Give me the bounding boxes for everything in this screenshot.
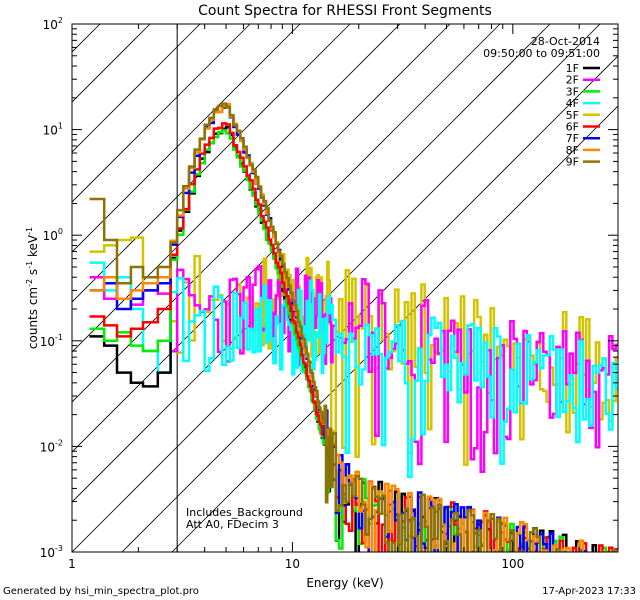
hatch-line	[171, 105, 618, 552]
axes: 1 10 100 10-3 10-2 10-1 100 101 102	[40, 16, 619, 571]
hatch-line	[72, 24, 101, 53]
series-line-7f	[89, 105, 588, 552]
legend-label-3f: 3F	[566, 85, 579, 98]
y-tick-label: 10-3	[40, 544, 63, 560]
y-tick-label: 10-1	[40, 333, 63, 349]
footer-generated-by: Generated by hsi_min_spectra_plot.pro	[3, 586, 199, 597]
hatch-line	[72, 24, 451, 403]
legend-label-1f: 1F	[566, 62, 579, 75]
series-line-2f	[89, 264, 618, 473]
x-tick-label: 10	[285, 557, 300, 571]
legend-label-8f: 8F	[566, 144, 579, 157]
hatch-line	[0, 24, 50, 552]
date-label: 28-Oct-2014	[531, 35, 600, 48]
hatch-line	[72, 24, 601, 552]
hatch-line	[72, 24, 251, 203]
x-axis-label: Energy (keV)	[306, 576, 383, 590]
hatch-line	[72, 24, 301, 253]
series-line-8f	[89, 102, 617, 552]
y-axis-label: counts cm-2 s-1 keV-1	[25, 227, 40, 349]
hatch-line	[121, 55, 618, 552]
legend-label-2f: 2F	[566, 74, 579, 87]
hatch-line	[72, 24, 151, 103]
hatch-line	[72, 24, 351, 303]
footer-timestamp: 17-Apr-2023 17:33	[542, 586, 636, 597]
series-group	[89, 102, 618, 552]
chart-title: Count Spectra for RHESSI Front Segments	[198, 3, 492, 19]
annotation-background: Includes_Background	[186, 506, 303, 519]
y-tick-label: 10-2	[40, 438, 63, 454]
y-tick-label: 102	[43, 16, 63, 32]
x-tick-label: 1	[68, 557, 76, 571]
x-tick-label: 100	[501, 557, 524, 571]
legend-label-5f: 5F	[566, 109, 579, 122]
time-range-label: 09:50:00 to 09:51:00	[483, 47, 600, 60]
legend-label-9f: 9F	[566, 156, 579, 169]
legend-label-6f: 6F	[566, 121, 579, 134]
series-line-9f	[89, 102, 617, 552]
hatch-line	[72, 24, 401, 353]
y-tick-label: 101	[43, 122, 63, 138]
annotation-attenuator: Att A0, FDecim 3	[186, 518, 279, 531]
legend-label-4f: 4F	[566, 97, 579, 110]
series-line-4f	[89, 261, 618, 479]
legend-label-7f: 7F	[566, 132, 579, 145]
plot-frame	[71, 23, 619, 553]
hatch-line	[72, 24, 201, 153]
y-tick-label: 100	[43, 227, 63, 243]
